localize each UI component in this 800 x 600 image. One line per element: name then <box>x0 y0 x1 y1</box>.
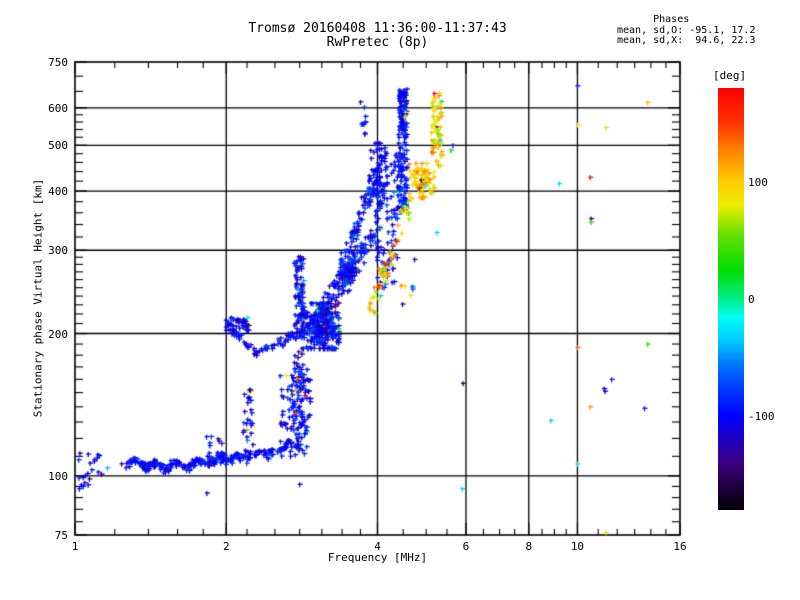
phase-stats-heading: Phases <box>617 14 690 25</box>
x-tick-label-1: 1 <box>71 540 79 553</box>
y-tick-label-200: 200 <box>48 327 68 341</box>
x-tick-label-10: 10 <box>570 540 585 553</box>
x-tick-label-6: 6 <box>462 540 470 553</box>
y-tick-label-75: 75 <box>54 529 68 542</box>
plot-title: Tromsø 20160408 11:36:00-11:37:43 <box>248 21 507 36</box>
colorbar-unit-label: [deg] <box>713 69 747 82</box>
x-tick-label-16: 16 <box>673 540 687 553</box>
colorbar-tick-0: 0 <box>748 293 755 306</box>
x-tick-label-4: 4 <box>374 540 381 553</box>
plot-subtitle: RwPretec (8p) <box>326 35 429 50</box>
x-tick-label-2: 2 <box>222 540 230 553</box>
y-tick-label-100: 100 <box>48 469 68 483</box>
y-tick-label-600: 600 <box>48 101 68 115</box>
y-tick-label-300: 300 <box>48 244 68 258</box>
y-tick-label-750: 750 <box>48 56 68 69</box>
x-axis-title: Frequency [MHz] <box>327 551 428 564</box>
colorbar-tick-100: 100 <box>748 175 768 189</box>
phase-stats-o-mode: mean, sd,O: -95.1, 17.2 <box>617 24 756 36</box>
y-tick-label-500: 500 <box>48 139 68 153</box>
colorbar-tick-neg100: -100 <box>748 410 775 424</box>
y-axis-title: Stationary phase Virtual Height [km] <box>31 178 45 418</box>
phase-colorbar <box>718 88 744 510</box>
phase-stats-x-mode: mean, sd,X: 94.6, 22.3 <box>617 35 756 46</box>
y-tick-label-400: 400 <box>48 185 68 199</box>
phase-stats-block: Phases mean, sd,O: -95.1, 17.2 mean, sd,… <box>617 14 756 47</box>
x-tick-label-8: 8 <box>525 540 533 553</box>
